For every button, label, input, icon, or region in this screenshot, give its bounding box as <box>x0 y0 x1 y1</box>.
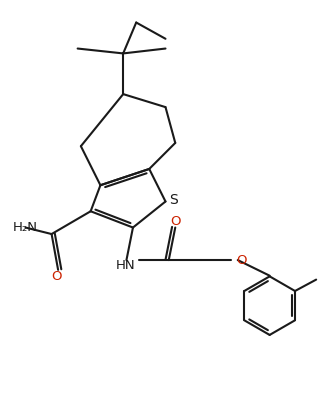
Text: O: O <box>51 270 62 283</box>
Text: S: S <box>169 193 178 207</box>
Text: H₂N: H₂N <box>13 221 37 234</box>
Text: O: O <box>170 214 180 228</box>
Text: O: O <box>236 253 247 266</box>
Text: HN: HN <box>116 260 136 272</box>
